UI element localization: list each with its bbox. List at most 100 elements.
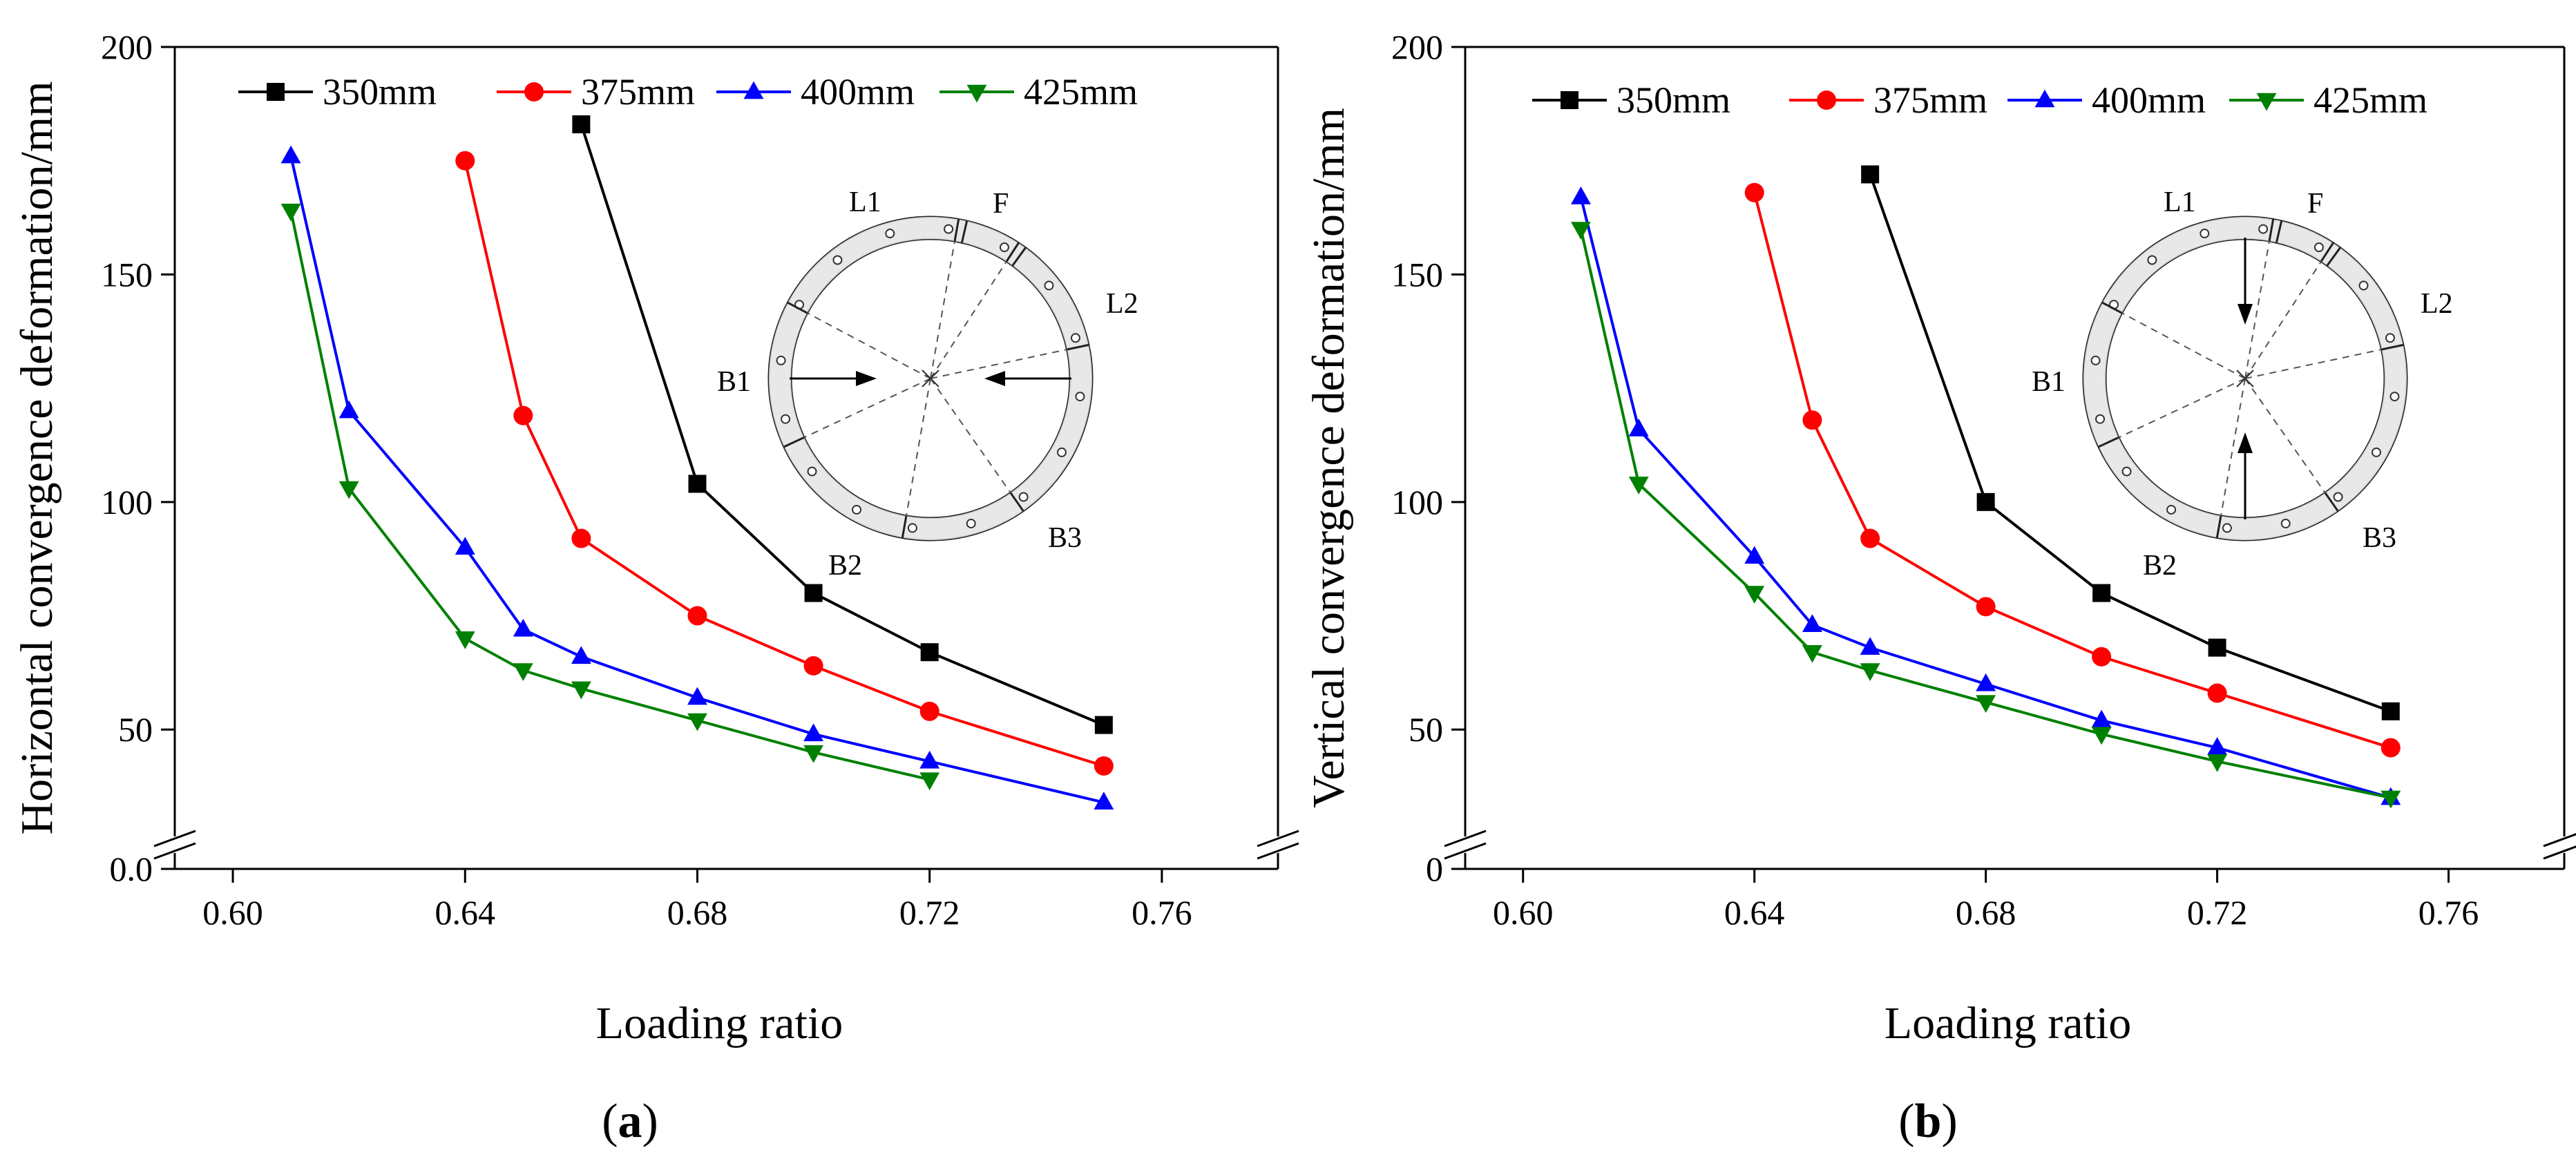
- data-point-400mm: [919, 750, 940, 769]
- data-point-425mm: [1628, 477, 1649, 495]
- inset-label-b1: B1: [717, 366, 751, 398]
- caption-letter: b: [1915, 1095, 1942, 1148]
- data-point-425mm: [338, 481, 359, 499]
- data-point-350mm: [2381, 702, 2400, 720]
- y-tick-label: 50: [118, 710, 153, 749]
- bolt-hole: [999, 242, 1009, 253]
- segment-joint: [2268, 219, 2275, 242]
- data-point-425mm: [1976, 695, 1996, 713]
- data-point-400mm: [803, 723, 824, 742]
- legend-marker-400mm: [743, 81, 764, 99]
- x-tick-label: 0.68: [667, 893, 728, 932]
- segment-joint-dashed-line: [2121, 312, 2246, 379]
- segment-joint: [1067, 343, 1089, 351]
- segment-joint: [2275, 220, 2283, 243]
- chart-panel-a: 0.60 0.64 0.68 0.72 0.76 50 100 150 200 0.0 Loadin…: [12, 28, 1299, 1148]
- data-point-375mm: [2092, 646, 2112, 667]
- segment-joint: [2098, 437, 2119, 448]
- legend-marker-425mm: [2256, 93, 2277, 111]
- data-point-375mm: [455, 151, 475, 171]
- center-mark-icon: [2236, 370, 2254, 387]
- segment-joint-dashed-line: [930, 378, 1011, 494]
- legend-label-350mm: 350mm: [1616, 79, 1730, 121]
- segment-joint: [1005, 242, 1020, 262]
- data-point-425mm: [803, 745, 824, 763]
- x-tick-label: 0.72: [899, 893, 960, 932]
- bolt-hole: [1044, 280, 1054, 291]
- caption-close-paren: ): [1941, 1095, 1957, 1148]
- bolt-hole: [832, 255, 843, 265]
- data-point-400mm: [1802, 614, 1822, 632]
- legend-label-350mm: 350mm: [323, 71, 437, 113]
- segment-joint: [787, 301, 808, 314]
- bolt-hole: [2358, 280, 2369, 291]
- bolt-hole: [807, 466, 817, 477]
- bolt-hole: [2389, 392, 2400, 402]
- segment-joint: [2215, 515, 2222, 538]
- x-tick-label: 0.76: [1132, 893, 1192, 932]
- bolt-hole: [1018, 492, 1029, 502]
- inset-label-b3: B3: [1048, 522, 1082, 554]
- y-tick-label: 100: [1391, 483, 1443, 521]
- bolt-hole: [2147, 255, 2157, 265]
- y-tick-label: 50: [1409, 710, 1443, 749]
- bolt-hole: [2200, 229, 2210, 239]
- bolt-hole: [1070, 333, 1080, 343]
- bolt-hole: [2371, 447, 2381, 457]
- segment-joint-dashed-line: [2118, 378, 2246, 439]
- data-point-400mm: [1571, 186, 1591, 204]
- data-point-350mm: [2208, 638, 2226, 657]
- panel-caption: (a): [602, 1095, 658, 1148]
- y-tick-label-zero: 0: [1426, 850, 1443, 888]
- data-point-425mm: [1744, 586, 1765, 604]
- y-tick-label: 150: [1391, 255, 1443, 294]
- caption-open-paren: (: [1898, 1095, 1914, 1148]
- data-point-425mm: [2207, 754, 2228, 772]
- y-axis-title: Vertical convergence deformation/mm: [1304, 108, 1354, 808]
- data-point-400mm: [687, 687, 707, 705]
- legend-marker-350mm: [267, 83, 285, 101]
- data-point-400mm: [1744, 546, 1765, 564]
- panel-caption: (b): [1898, 1095, 1958, 1148]
- series-425mm: [280, 203, 940, 791]
- inset-label-l1: L1: [849, 186, 881, 218]
- data-point-375mm: [2381, 738, 2401, 758]
- segment-joint-dashed-line: [2244, 261, 2322, 379]
- bolt-hole: [852, 504, 862, 515]
- segment-joint: [2101, 301, 2123, 314]
- arrowhead-icon: [984, 371, 1005, 386]
- legend-marker-375mm: [1817, 90, 1836, 110]
- y-axis-title: Horizontal convergence deformation/mm: [12, 81, 62, 834]
- segment-joint: [901, 515, 908, 538]
- data-point-375mm: [803, 656, 823, 676]
- data-point-400mm: [2091, 709, 2112, 728]
- bolt-hole: [1056, 447, 1067, 457]
- data-point-425mm: [513, 663, 533, 682]
- x-tick-label: 0.60: [202, 893, 263, 932]
- data-point-375mm: [1860, 528, 1880, 548]
- y-axis-break-mark: [1444, 842, 1487, 860]
- data-point-350mm: [804, 584, 823, 602]
- data-point-400mm: [1628, 418, 1649, 437]
- segment-joint: [953, 219, 960, 242]
- inset-label-b2: B2: [828, 550, 862, 582]
- data-point-425mm: [2381, 790, 2401, 809]
- segment-joint-dashed-line: [2220, 378, 2246, 517]
- segment-joint-dashed-line: [930, 349, 1067, 379]
- bolt-hole: [2090, 355, 2101, 365]
- legend-label-425mm: 425mm: [2313, 79, 2427, 121]
- x-tick-label: 0.72: [2187, 893, 2248, 932]
- segment-joint-dashed-line: [905, 378, 931, 517]
- segment-joint-dashed-line: [2244, 378, 2326, 494]
- inset-label-l2: L2: [1106, 288, 1138, 320]
- inset-label-b2: B2: [2143, 550, 2177, 582]
- x-tick-label: 0.76: [2418, 893, 2479, 932]
- legend-label-400mm: 400mm: [801, 71, 915, 113]
- segment-joint: [1009, 492, 1024, 512]
- bolt-hole: [944, 224, 954, 234]
- data-point-375mm: [1976, 597, 1996, 617]
- bolt-hole: [2121, 466, 2132, 477]
- data-point-375mm: [1802, 410, 1822, 430]
- bolt-hole: [776, 355, 786, 365]
